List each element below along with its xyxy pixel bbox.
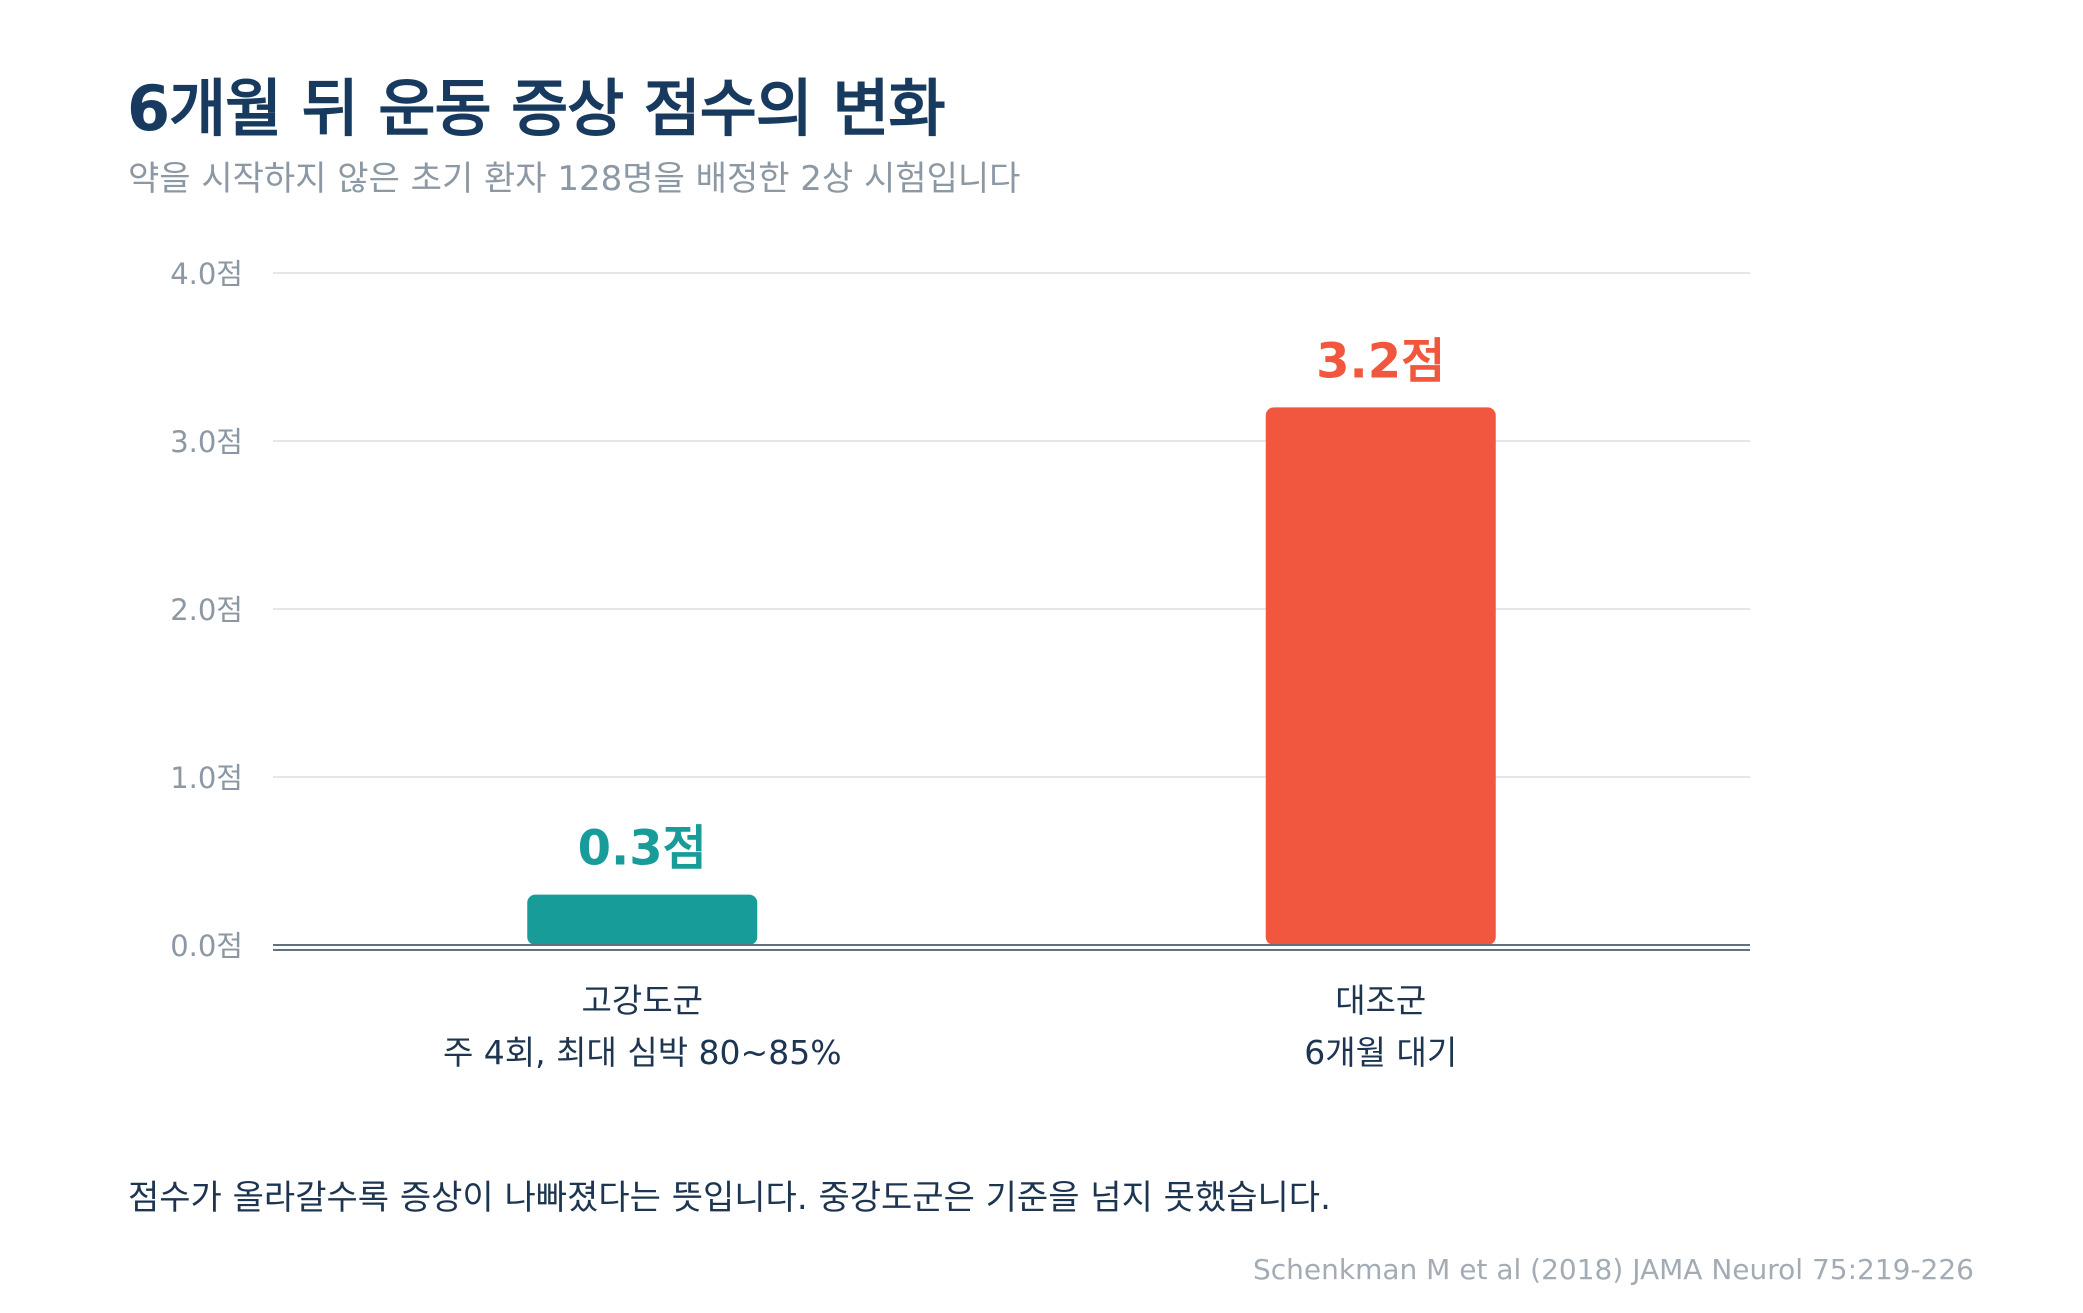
y-tick-label: 1.0점 bbox=[170, 761, 243, 795]
source-citation: Schenkman M et al (2018) JAMA Neurol 75:… bbox=[1253, 1253, 1974, 1286]
y-tick-label: 3.0점 bbox=[170, 425, 243, 459]
y-tick-label: 0.0점 bbox=[170, 929, 243, 963]
x-category-label: 주 4회, 최대 심박 80~85% bbox=[443, 1033, 842, 1072]
y-tick-label: 4.0점 bbox=[170, 257, 243, 291]
page-title: 6개월 뒤 운동 증상 점수의 변화 bbox=[127, 72, 946, 145]
bar bbox=[1265, 407, 1496, 945]
bar bbox=[527, 894, 758, 945]
x-category-label: 6개월 대기 bbox=[1304, 1033, 1457, 1072]
bar-value-label: 3.2점 bbox=[1316, 333, 1445, 389]
page-subtitle: 약을 시작하지 않은 초기 환자 128명을 배정한 2상 시험입니다 bbox=[128, 159, 1021, 199]
x-category-label: 고강도군 bbox=[582, 981, 703, 1020]
footnote: 점수가 올라갈수록 증상이 나빠졌다는 뜻입니다. 중강도군은 기준을 넘지 못… bbox=[128, 1178, 1331, 1218]
bar-value-label: 0.3점 bbox=[578, 821, 707, 877]
x-category-label: 대조군 bbox=[1335, 981, 1426, 1020]
y-tick-label: 2.0점 bbox=[170, 593, 243, 627]
